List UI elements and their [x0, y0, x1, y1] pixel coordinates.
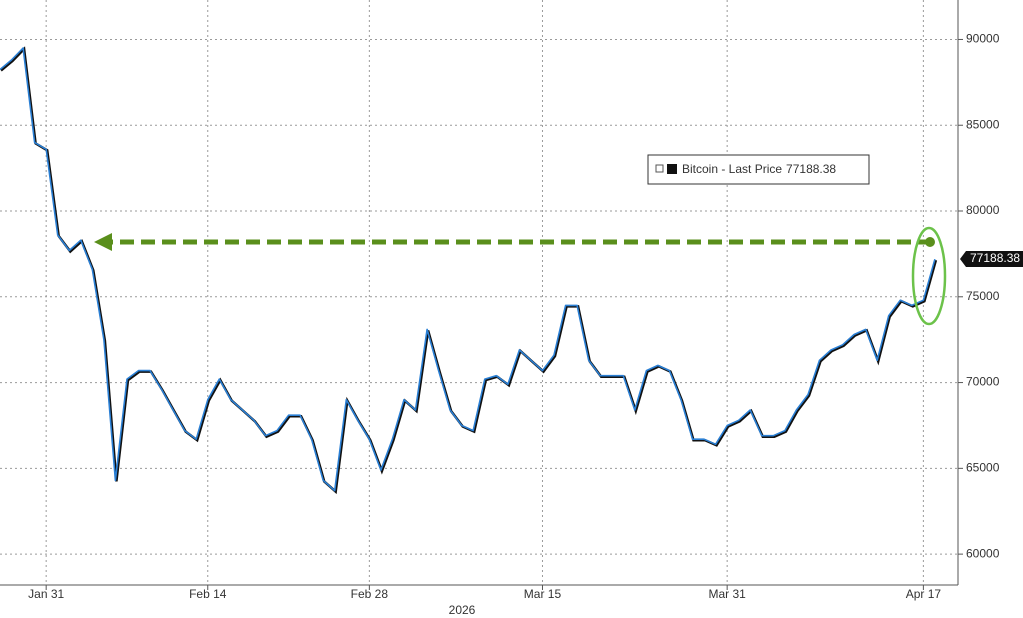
grid	[0, 0, 958, 585]
plot	[0, 46, 938, 495]
last-price-label: 77188.38	[970, 251, 1020, 265]
x-axis-year: 2026	[449, 603, 476, 617]
legend-name: Bitcoin - Last Price	[682, 162, 782, 176]
x-tick-label: Jan 31	[28, 587, 64, 601]
x-tick-label: Feb 14	[189, 587, 227, 601]
legend: Bitcoin - Last Price 77188.38	[647, 154, 870, 185]
y-tick-label: 80000	[966, 203, 1000, 217]
last-price-flag: 77188.38	[960, 251, 1023, 267]
y-tick-label: 70000	[966, 375, 1000, 389]
y-tick-label: 65000	[966, 461, 1000, 475]
annotation-ellipse	[911, 226, 947, 326]
y-tick-label: 85000	[966, 117, 1000, 131]
x-tick-label: Apr 17	[906, 587, 942, 601]
y-tick-label: 60000	[966, 546, 1000, 560]
last-price-tag	[960, 251, 1023, 267]
annotation-dot	[925, 237, 935, 247]
legend-label: Bitcoin - Last Price 77188.38	[682, 162, 836, 176]
x-tick-label: Feb 28	[351, 587, 389, 601]
annotation-arrowhead	[94, 233, 112, 251]
price-line-shadow	[0, 46, 938, 495]
y-tick-label: 90000	[966, 32, 1000, 46]
legend-box	[647, 154, 870, 185]
x-tick-label: Mar 31	[708, 587, 746, 601]
legend-value: 77188.38	[786, 162, 836, 176]
y-tick-label: 75000	[966, 289, 1000, 303]
legend-swatch	[667, 164, 677, 174]
x-tick-label: Mar 15	[524, 587, 562, 601]
legend-checkbox	[655, 164, 664, 173]
price-line	[0, 47, 936, 492]
